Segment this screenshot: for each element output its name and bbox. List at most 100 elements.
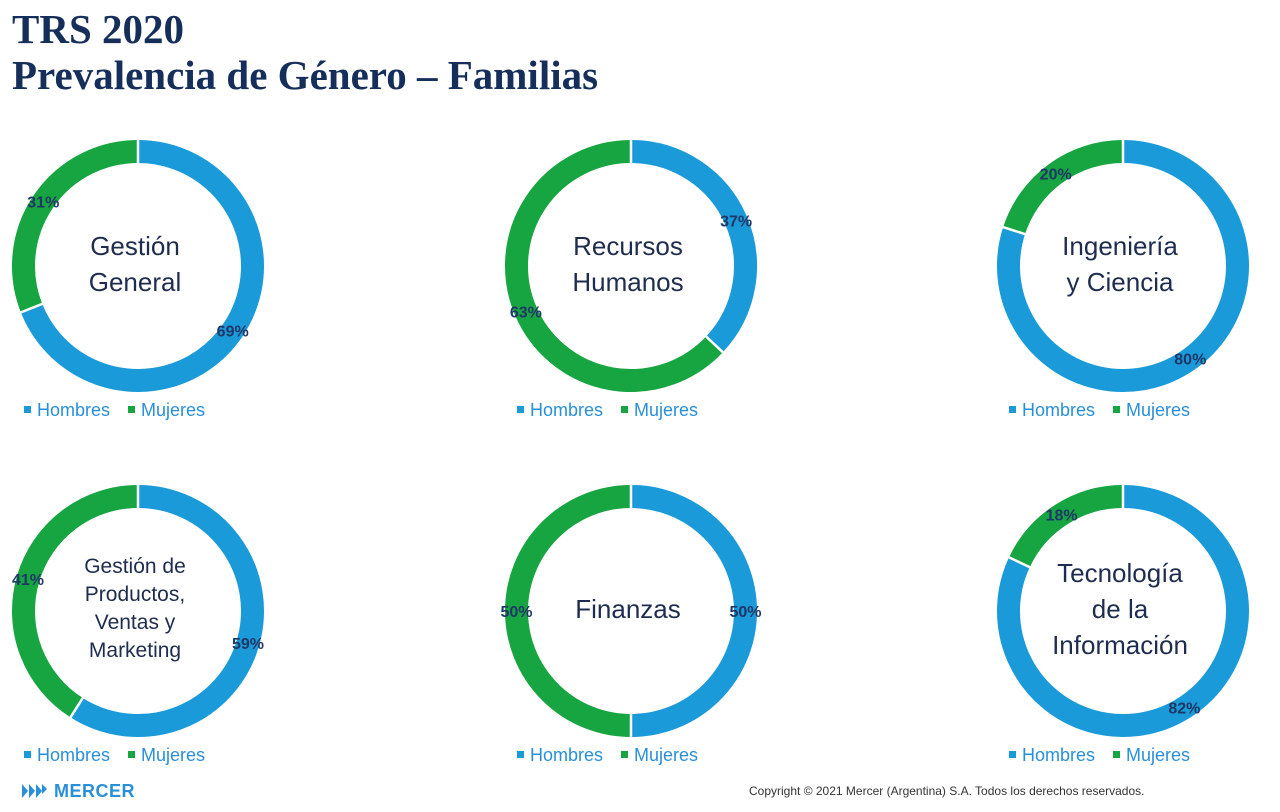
data-label-mujeres: 18% — [1046, 507, 1078, 524]
donut-chart: 82% 18% Tecnología de la Información Hombres M… — [995, 483, 1280, 783]
data-label-mujeres: 31% — [27, 195, 59, 212]
center-label-line: y Ciencia — [1066, 267, 1174, 297]
mercer-brand: MERCER — [54, 781, 136, 801]
center-label-line: Gestión de — [84, 555, 186, 578]
legend-swatch-hombres — [24, 406, 31, 413]
legend-swatch-hombres — [24, 751, 31, 758]
legend-item-mujeres: Mujeres — [621, 745, 698, 766]
legend-item-hombres: Hombres — [517, 400, 603, 421]
center-label-line: Productos, — [84, 583, 186, 606]
center-label-line: General — [88, 267, 182, 297]
donut-svg: 69% 31% — [12, 139, 264, 392]
chart-legend: Hombres Mujeres — [24, 745, 223, 766]
center-label-line: Recursos — [573, 231, 683, 261]
data-label-hombres: 59% — [232, 636, 264, 653]
chart-center-label: Finanzas — [503, 591, 753, 627]
center-label-line: Ventas y — [94, 611, 176, 634]
legend-item-mujeres: Mujeres — [621, 400, 698, 421]
center-label-line: Marketing — [88, 639, 182, 662]
center-label-line: Gestión — [90, 231, 180, 261]
chart-center-label: Recursos Humanos — [503, 228, 753, 300]
title-line-2: Prevalencia de Género – Familias — [12, 52, 599, 98]
legend-swatch-mujeres — [621, 751, 629, 758]
slice-separator — [19, 302, 44, 314]
slice-hombres — [997, 485, 1249, 737]
donut-chart: 50% 50% Finanzas Hombres Mujeres — [500, 483, 803, 783]
data-label-hombres: 50% — [729, 604, 761, 621]
slice-mujeres — [1008, 485, 1124, 568]
center-label-line: Humanos — [572, 267, 684, 297]
slice-mujeres — [12, 485, 139, 718]
slice-separator — [1001, 225, 1027, 236]
chart-center-label: Gestión General — [10, 228, 260, 300]
center-label-line: Finanzas — [575, 594, 681, 624]
page-title: TRS 2020 Prevalencia de Género – Familia… — [12, 6, 598, 98]
chart-legend: Hombres Mujeres — [517, 400, 716, 421]
donut-svg: 50% 50% — [500, 484, 762, 738]
chart-center-label: Ingeniería y Ciencia — [995, 228, 1245, 300]
copyright-text: Copyright © 2021 Mercer (Argentina) S.A.… — [749, 784, 1145, 798]
donut-svg: 37% 63% — [505, 139, 757, 392]
legend-swatch-hombres — [517, 751, 524, 758]
legend-swatch-hombres — [517, 406, 524, 413]
legend-label-mujeres: Mujeres — [1126, 400, 1191, 420]
donut-svg: 80% 20% — [997, 139, 1249, 392]
slice-hombres — [997, 140, 1249, 392]
chart-legend: Hombres Mujeres — [1009, 745, 1208, 766]
legend-label-hombres: Hombres — [37, 400, 111, 420]
legend-item-mujeres: Mujeres — [128, 400, 205, 421]
legend-label-mujeres: Mujeres — [141, 745, 206, 765]
mercer-logo: MERCER — [20, 781, 135, 805]
legend-label-mujeres: Mujeres — [634, 745, 699, 765]
chart-legend: Hombres Mujeres — [1009, 400, 1208, 421]
slice-separator — [1007, 555, 1032, 569]
legend-item-hombres: Hombres — [1009, 400, 1095, 421]
chart-center-label: Gestión de Productos, Ventas y Marketing — [10, 553, 260, 665]
legend-item-mujeres: Mujeres — [128, 745, 205, 766]
slice-separator — [704, 334, 725, 354]
legend-item-hombres: Hombres — [24, 400, 110, 421]
data-label-mujeres: 63% — [510, 305, 542, 322]
legend-label-hombres: Hombres — [1022, 745, 1096, 765]
legend-item-hombres: Hombres — [1009, 745, 1095, 766]
legend-swatch-hombres — [1009, 406, 1016, 413]
legend-item-mujeres: Mujeres — [1113, 400, 1190, 421]
legend-item-hombres: Hombres — [517, 745, 603, 766]
chart-center-label: Tecnología de la Información — [995, 555, 1245, 663]
center-label-line: Tecnología — [1057, 558, 1183, 588]
chart-legend: Hombres Mujeres — [24, 400, 223, 421]
legend-swatch-mujeres — [128, 406, 136, 413]
mercer-logo-icon — [20, 782, 48, 805]
slice-separator — [68, 696, 85, 719]
chart-legend: Hombres Mujeres — [517, 745, 716, 766]
data-label-mujeres: 20% — [1040, 166, 1072, 183]
legend-swatch-hombres — [1009, 751, 1016, 758]
legend-label-hombres: Hombres — [1022, 400, 1096, 420]
donut-chart: 59% 41% Gestión de Productos, Ventas y Market… — [10, 483, 310, 783]
title-line-1: TRS 2020 — [12, 6, 185, 52]
slice-mujeres — [505, 140, 723, 392]
legend-swatch-mujeres — [621, 406, 629, 413]
legend-label-mujeres: Mujeres — [1126, 745, 1191, 765]
slice-mujeres — [1003, 140, 1124, 235]
legend-label-mujeres: Mujeres — [141, 400, 206, 420]
slice-hombres — [630, 485, 757, 737]
data-label-hombres: 37% — [720, 214, 752, 231]
donut-chart: 80% 20% Ingeniería y Ciencia Hombres Mujeres — [995, 138, 1280, 438]
data-label-hombres: 69% — [217, 323, 249, 340]
donut-chart: 69% 31% Gestión General Hombres Mujeres — [10, 138, 310, 438]
donut-chart: 37% 63% Recursos Humanos Hombres Mujeres — [503, 138, 803, 438]
data-label-hombres: 82% — [1168, 701, 1200, 718]
slice-hombres — [70, 485, 264, 737]
legend-label-hombres: Hombres — [530, 745, 604, 765]
legend-label-mujeres: Mujeres — [634, 400, 699, 420]
legend-swatch-mujeres — [1113, 406, 1121, 413]
slice-mujeres — [505, 485, 632, 737]
legend-swatch-mujeres — [1113, 751, 1121, 758]
data-label-hombres: 80% — [1174, 352, 1206, 369]
slice-hombres — [20, 140, 264, 392]
legend-label-hombres: Hombres — [37, 745, 111, 765]
slice-hombres — [630, 140, 757, 353]
donut-svg: 82% 18% — [997, 484, 1249, 737]
legend-swatch-mujeres — [128, 751, 136, 758]
